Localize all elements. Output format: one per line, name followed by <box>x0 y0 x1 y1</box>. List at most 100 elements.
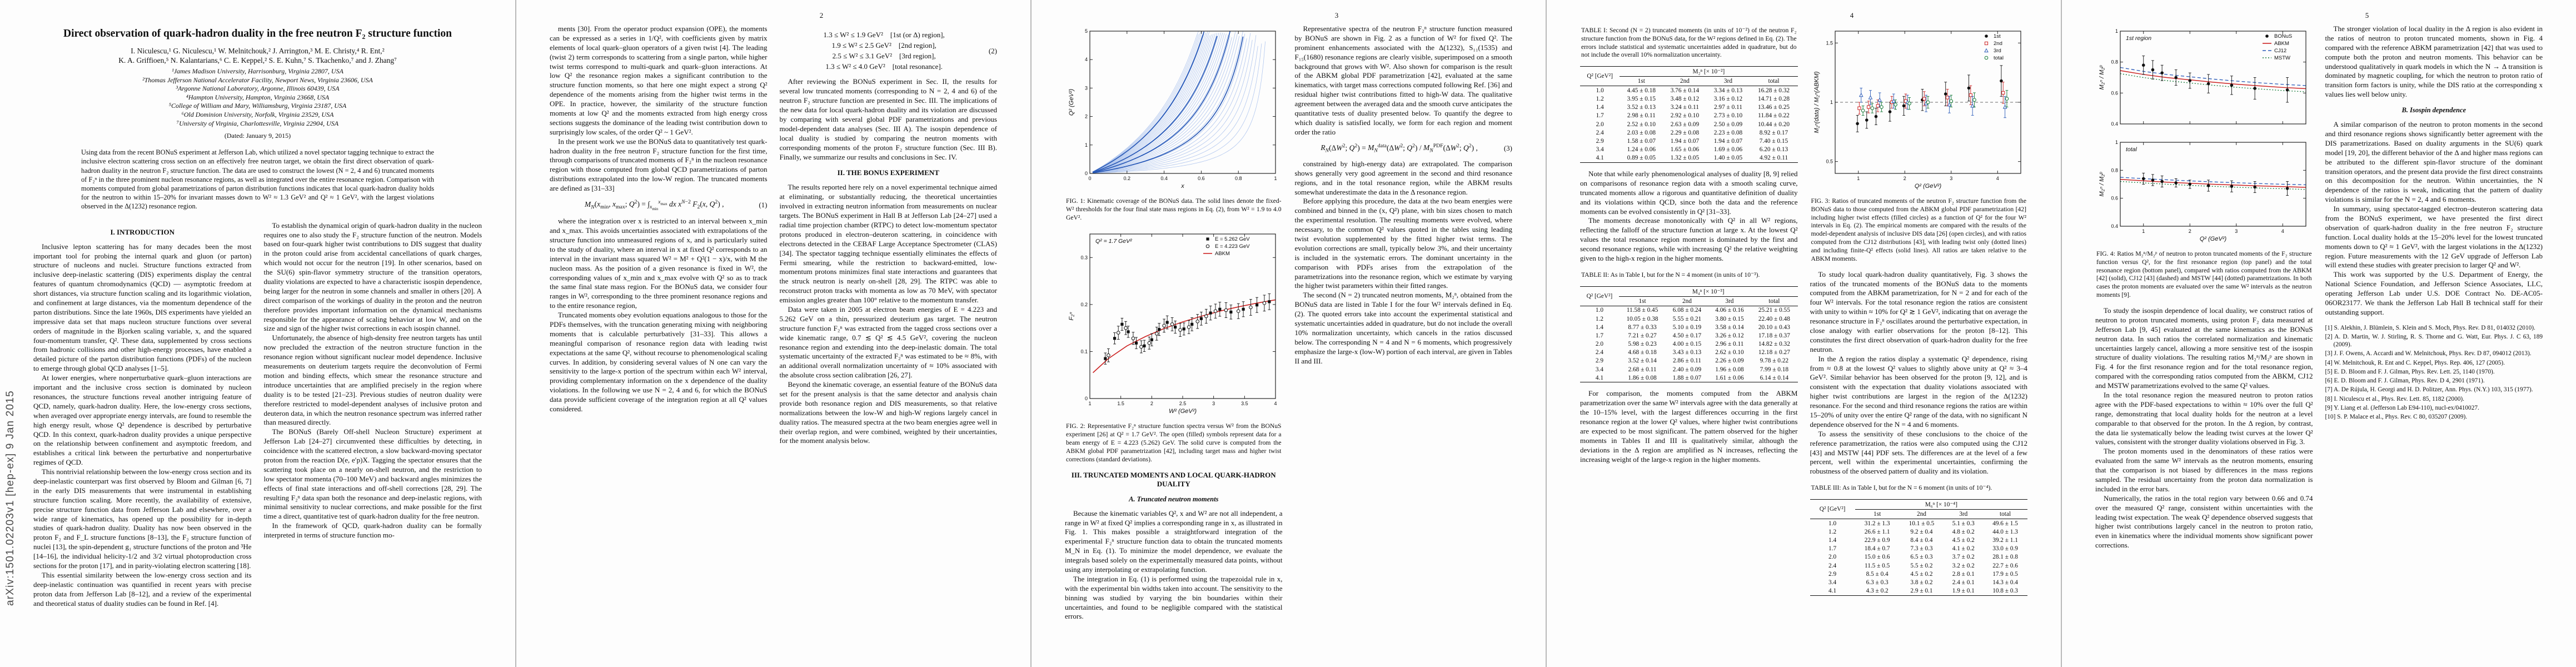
figure-3-plot: 1 2 3 4 0.5 1 1.5 Q² (GeV²) M₂ⁿ(data) / M₂ⁿ(ABKM… <box>1810 26 2028 195</box>
reference-entry: [7] A. De Rújula, H. Georgi and H. D. Po… <box>2325 386 2533 394</box>
svg-text:BONuS: BONuS <box>2274 33 2292 39</box>
svg-text:1.5: 1.5 <box>1826 40 1833 46</box>
page-number: 5 <box>2365 11 2369 19</box>
paragraph: In the framework of QCD, quark-hadron du… <box>263 521 482 540</box>
table-2: Q² [GeV²] M₄ⁿ [× 10⁻³] 1st 2nd 3rd total 1.0 11… <box>1580 286 1798 383</box>
svg-text:3: 3 <box>1085 85 1088 91</box>
paragraph: ments [30]. From the operator product ex… <box>550 24 768 136</box>
paper-title: Direct observation of quark-hadron duali… <box>63 28 452 39</box>
figure-4-caption: FIG. 4: Ratios M₂ⁿ/M₂ᵖ of neutron to pro… <box>2096 250 2312 299</box>
paragraph: A similar comparison of the neutron to p… <box>2325 120 2543 204</box>
svg-text:Q² (GeV²): Q² (GeV²) <box>1068 89 1075 116</box>
svg-text:4: 4 <box>1996 176 1999 181</box>
affiliation: ⁴Hampton University, Hampton, Virginia 2… <box>186 93 330 101</box>
svg-text:total: total <box>1994 55 2004 61</box>
svg-text:1: 1 <box>1085 142 1088 148</box>
svg-text:3: 3 <box>2235 228 2238 234</box>
affiliations: ¹James Madison University, Harrisonburg,… <box>33 67 482 128</box>
figure-2-caption: FIG. 2: Representative F₂ⁿ structure fun… <box>1066 422 1282 463</box>
svg-text:2: 2 <box>2189 228 2191 234</box>
equation-2: 1.3 ≤ W² ≤ 1.9 GeV² [1st (or Δ) region],… <box>780 30 997 72</box>
svg-text:0.8: 0.8 <box>2111 167 2119 173</box>
figure-svg: 0 0.2 0.4 0.6 0.8 1 0 1 2 3 4 5 x Q² (GeV²) <box>1068 28 1277 190</box>
figure-svg: 1 2 3 4 0.4 0.6 0.8 1 Q² (GeV²) M₂ⁿ / M₂ᵖ total <box>2099 140 2306 242</box>
svg-text:ABKM: ABKM <box>1215 251 1230 257</box>
svg-text:Q² = 1.7 GeV²: Q² = 1.7 GeV² <box>1095 238 1132 245</box>
paragraph: Truncated moments obey evolution equatio… <box>550 311 768 413</box>
reference-entry: [3] J. F. Owens, A. Accardi and W. Melni… <box>2325 350 2532 357</box>
figure-2-plot: 1 1.5 2 2.5 3 3.5 4 0 0.1 0.2 0.3 W² (GeV²) F₂ⁿ Q² = … <box>1065 228 1283 420</box>
arxiv-stamp: arXiv:1501.02203v1 [hep-ex] 9 Jan 2015 <box>4 390 16 606</box>
references: [1] S. Alekhin, J. Blümlein, S. Klein an… <box>2325 324 2543 421</box>
svg-text:1: 1 <box>2115 28 2118 34</box>
svg-text:4: 4 <box>1085 57 1088 62</box>
table-3-caption: TABLE III: As in Table I, but for the N … <box>1811 484 1992 492</box>
reference-entry: [6] E. D. Bloom and F. J. Gilman, Phys. … <box>2325 377 2485 385</box>
author-line: I. Niculescu,¹ G. Niculescu,¹ W. Melnitc… <box>131 47 385 55</box>
svg-text:E = 5.262 GeV: E = 5.262 GeV <box>1215 236 1250 242</box>
svg-text:0.6: 0.6 <box>1198 176 1205 181</box>
paragraph: Before applying this procedure, the data… <box>1294 197 1513 290</box>
reference-entry: [2] A. D. Martin, W. J. Stirling, R. S. … <box>2325 334 2543 349</box>
figure-1-plot: 0 0.2 0.4 0.6 0.8 1 0 1 2 3 4 5 x Q² (GeV²) <box>1065 26 1283 195</box>
page-4: 4 TABLE I: Second (N = 2) truncated mome… <box>1546 0 2061 667</box>
paragraph: The results reported here rely on a nove… <box>779 183 998 305</box>
svg-text:3.5: 3.5 <box>1241 401 1248 406</box>
svg-text:1.5: 1.5 <box>1118 401 1125 406</box>
affiliation: ³Argonne National Laboratory, Argonne, I… <box>176 84 340 93</box>
affiliation: ⁵College of William and Mary, Williamsbu… <box>168 102 347 110</box>
affiliation: ¹James Madison University, Harrisonburg,… <box>172 67 343 75</box>
figure-column: 0.4 0.6 0.8 1 M₂ⁿ / M₂ᵖ 1st region BONuS ABKM CJ… <box>2095 24 2313 550</box>
svg-text:1: 1 <box>2142 228 2145 234</box>
svg-text:M₂ⁿ(data) / M₂ⁿ(ABKM): M₂ⁿ(data) / M₂ⁿ(ABKM) <box>1813 71 1820 133</box>
text-column: 1 2 3 4 0.5 1 1.5 Q² (GeV²) M₂ⁿ(data) / M₂ⁿ(ABKM… <box>1810 24 2028 603</box>
svg-text:0.4: 0.4 <box>2111 223 2119 229</box>
table-column: TABLE I: Second (N = 2) truncated moment… <box>1580 24 1798 603</box>
svg-text:1: 1 <box>1830 99 1833 105</box>
svg-text:W² (GeV²): W² (GeV²) <box>1169 408 1197 415</box>
svg-text:3rd: 3rd <box>1994 48 2001 54</box>
svg-text:1: 1 <box>1274 176 1277 181</box>
paragraph: Note that while early phenomenological a… <box>1580 170 1798 216</box>
svg-text:0: 0 <box>1089 176 1092 181</box>
paragraph: The proton moments used in the denominat… <box>2095 447 2313 493</box>
svg-text:1: 1 <box>1857 176 1860 181</box>
svg-text:0.3: 0.3 <box>1081 255 1088 261</box>
reference-entry: [9] Y. Liang et al. (Jefferson Lab E94-1… <box>2325 404 2479 411</box>
text-column: To establish the dynamical origin of qua… <box>264 221 482 609</box>
equation-body: RN(ΔW2; Q2) = MNdata(ΔW2; Q2) / MNPDF(ΔW… <box>1321 142 1478 154</box>
svg-text:1: 1 <box>2115 140 2118 145</box>
svg-text:5: 5 <box>1085 28 1088 34</box>
svg-text:0.1: 0.1 <box>1081 349 1088 355</box>
data-table: Q² [GeV²] M₄ⁿ [× 10⁻³] 1st 2nd 3rd total 1.0 11… <box>1580 286 1798 383</box>
page-1: arXiv:1501.02203v1 [hep-ex] 9 Jan 2015 D… <box>0 0 515 667</box>
figure-4: 0.4 0.6 0.8 1 M₂ⁿ / M₂ᵖ 1st region BONuS ABKM CJ… <box>2095 26 2313 300</box>
figure-4-top-panel: 0.4 0.6 0.8 1 M₂ⁿ / M₂ᵖ 1st region BONuS ABKM CJ… <box>2095 26 2313 137</box>
paragraph: The moments decrease monotonically with … <box>1580 216 1798 263</box>
text-column: The stronger violation of local duality … <box>2325 24 2543 550</box>
svg-text:F₂ⁿ: F₂ⁿ <box>1068 312 1075 321</box>
svg-text:0.5: 0.5 <box>1826 159 1833 165</box>
equation-number: (2) <box>988 46 997 55</box>
equation-number: (1) <box>759 201 768 210</box>
svg-text:0: 0 <box>1085 396 1088 401</box>
abstract: Using data from the recent BONuS experim… <box>81 148 434 211</box>
paragraph: This essential similarity between the lo… <box>33 570 252 608</box>
svg-text:CJ12: CJ12 <box>2274 48 2286 54</box>
paragraph: In summary, using spectator-tagged elect… <box>2325 205 2543 270</box>
reference-entry: [4] W. Melnitchouk, R. Ent and C. Keppel… <box>2325 359 2505 366</box>
section-heading-bonus-experiment: II. THE BONUS EXPERIMENT <box>837 168 939 177</box>
svg-text:1st region: 1st region <box>2126 35 2151 42</box>
paragraph: In the Δ region the ratios display a sys… <box>1810 354 2028 429</box>
page-number: 3 <box>1334 11 1339 19</box>
equation-line: 1.3 ≤ W² ≤ 4.0 GeV² [total resonance]. <box>825 62 943 71</box>
equation-3: RN(ΔW2; Q2) = MNdata(ΔW2; Q2) / MNPDF(ΔW… <box>1295 142 1512 154</box>
page-number: 4 <box>1850 11 1854 19</box>
reference-entry: [10] S. P. Malace et al., Phys. Rev. C 8… <box>2325 414 2468 421</box>
svg-text:2: 2 <box>1085 114 1088 120</box>
paragraph: constrained by high-energy data) are ext… <box>1294 159 1513 196</box>
paragraph: Because the kinematic variables Q², x an… <box>1065 509 1283 574</box>
svg-text:4: 4 <box>1274 401 1277 406</box>
paragraph: Inclusive lepton scattering has for many… <box>33 242 252 373</box>
subsection-heading-a: A. Truncated neutron moments <box>1129 495 1219 503</box>
